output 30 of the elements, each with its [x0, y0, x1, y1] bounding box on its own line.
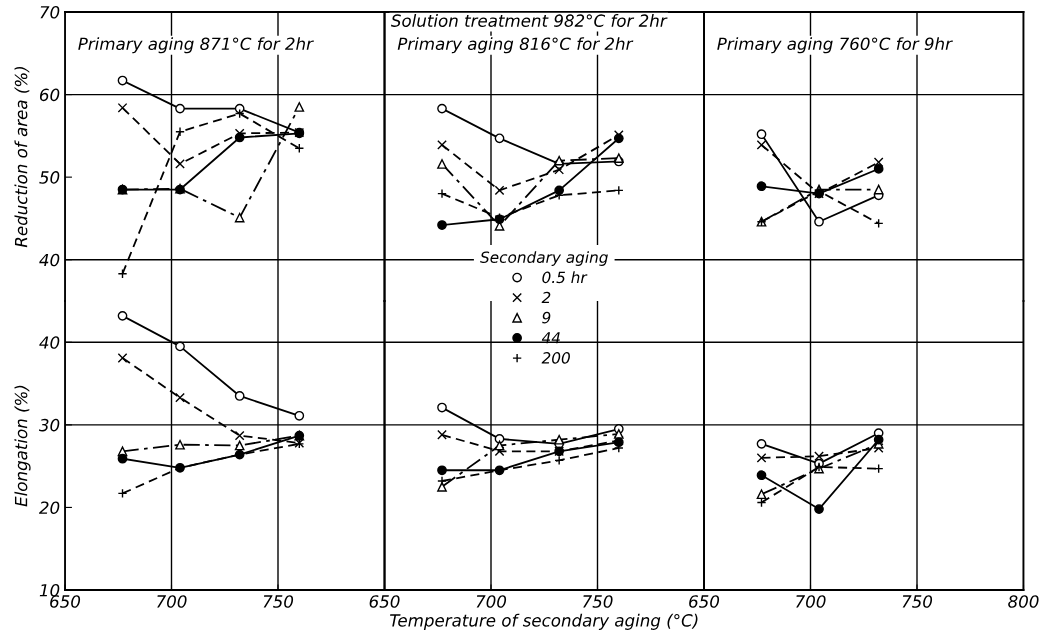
annotation: Solution treatment 982°C for 2hr [390, 14, 668, 27]
text: Primary aging 816°C for 2hr [397, 37, 634, 54]
x-tick-label: 750 [263, 595, 294, 608]
y-tick-label: 20 [39, 501, 60, 514]
legend-label: 200 [541, 352, 570, 364]
y-axis-title: Elongation (%) [14, 385, 31, 507]
y-tick-label: 70 [40, 5, 60, 19]
x-tick-label: 700 [796, 595, 826, 608]
y-tick-label: 30 [38, 418, 60, 432]
y-tick-label: 60 [39, 88, 60, 102]
y-tick-label: 50 [39, 171, 60, 184]
legend-title: Secondary aging [480, 251, 608, 266]
x-tick-label: 800 [1008, 595, 1039, 608]
x-tick-label: 750 [583, 595, 613, 608]
y-axis-title: Reduction of area (%) [14, 67, 30, 248]
legend-label: 9 [542, 311, 551, 324]
x-tick-label: 750 [902, 595, 933, 608]
legend-label: 0.5 hr [542, 271, 588, 284]
y-tick-label: 40 [39, 336, 60, 349]
y-tick-label: 40 [39, 253, 60, 267]
x-tick-label: 650 [50, 595, 81, 608]
x-axis-title: Temperature of secondary aging (°C) [390, 613, 698, 630]
text: Primary aging 871°C for 2hr [78, 37, 314, 54]
text: Primary aging 760°C for 9hr [717, 37, 953, 54]
x-tick-label: 650 [689, 595, 720, 608]
x-tick-label: 700 [157, 595, 187, 608]
x-tick-label: 700 [476, 595, 507, 608]
legend-label: 2 [541, 291, 551, 304]
y-tick-label: 10 [39, 583, 60, 597]
x-tick-label: 650 [369, 595, 400, 608]
